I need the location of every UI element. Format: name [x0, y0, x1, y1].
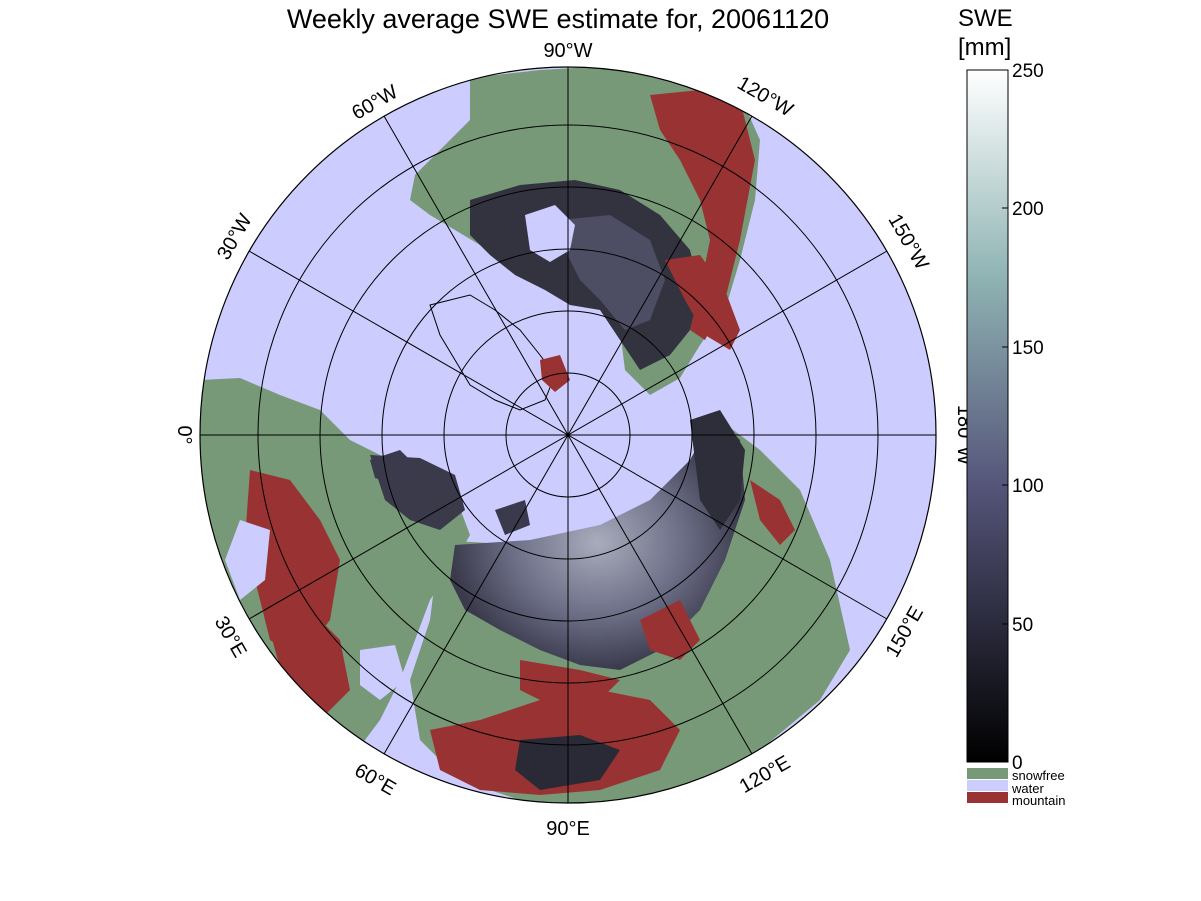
colorbar-tick-50: 50: [1012, 615, 1033, 636]
snow-siberia-dark: [690, 410, 745, 530]
legend-swatch-snowfree: [967, 768, 1008, 779]
mountain-east-siberia: [640, 600, 700, 660]
landmass-greenland: [429, 294, 556, 411]
colorbar-title: SWE [mm]: [958, 4, 1013, 62]
legend-swatch-water: [967, 780, 1008, 791]
lon-label-90e: 90°E: [546, 818, 590, 840]
colorbar-tick-250: 250: [1012, 61, 1044, 82]
arctic-islands: [370, 450, 420, 485]
greenland-snow: [540, 355, 570, 392]
legend-label-water: water: [1011, 781, 1044, 796]
colorbar-title-line1: SWE: [958, 5, 1013, 32]
mountain-atlas: [260, 590, 350, 720]
snow-canada-mid: [560, 215, 665, 330]
black-sea: [360, 645, 405, 700]
colorbar-tick-0: 0: [1012, 753, 1023, 774]
colorbar: 0 50 100 150 200 250 snowfree water moun…: [966, 61, 1065, 808]
hudson-bay: [525, 205, 575, 262]
legend-swatch-mountain: [967, 792, 1008, 803]
lon-label-0: 0°: [173, 425, 195, 444]
lon-label-60e: 60°E: [351, 759, 400, 800]
colorbar-tick-200: 200: [1012, 199, 1044, 220]
meridian-line-150w-30e: [248, 250, 888, 620]
legend-label-mountain: mountain: [1012, 793, 1065, 808]
mediterranean-sea: [225, 520, 270, 600]
graticule: [199, 66, 937, 804]
colorbar-tick-150: 150: [1012, 338, 1044, 359]
mountain-kamchatka: [750, 480, 795, 545]
mountain-alaska: [665, 255, 740, 350]
colorbar-ticks: [1002, 69, 1008, 763]
map-title: Weekly average SWE estimate for, 2006112…: [286, 4, 830, 34]
colorbar-tick-100: 100: [1012, 476, 1044, 497]
legend-label-snowfree: snowfree: [1012, 768, 1065, 783]
colorbar-gradient: [966, 69, 1009, 763]
lon-label-30e: 30°E: [210, 613, 251, 662]
mountain-rockies: [650, 90, 755, 340]
lon-label-90w: 90°W: [543, 40, 592, 62]
map-frame: [199, 66, 937, 804]
colorbar-title-line2: [mm]: [958, 34, 1012, 61]
svalbard: [495, 500, 530, 535]
